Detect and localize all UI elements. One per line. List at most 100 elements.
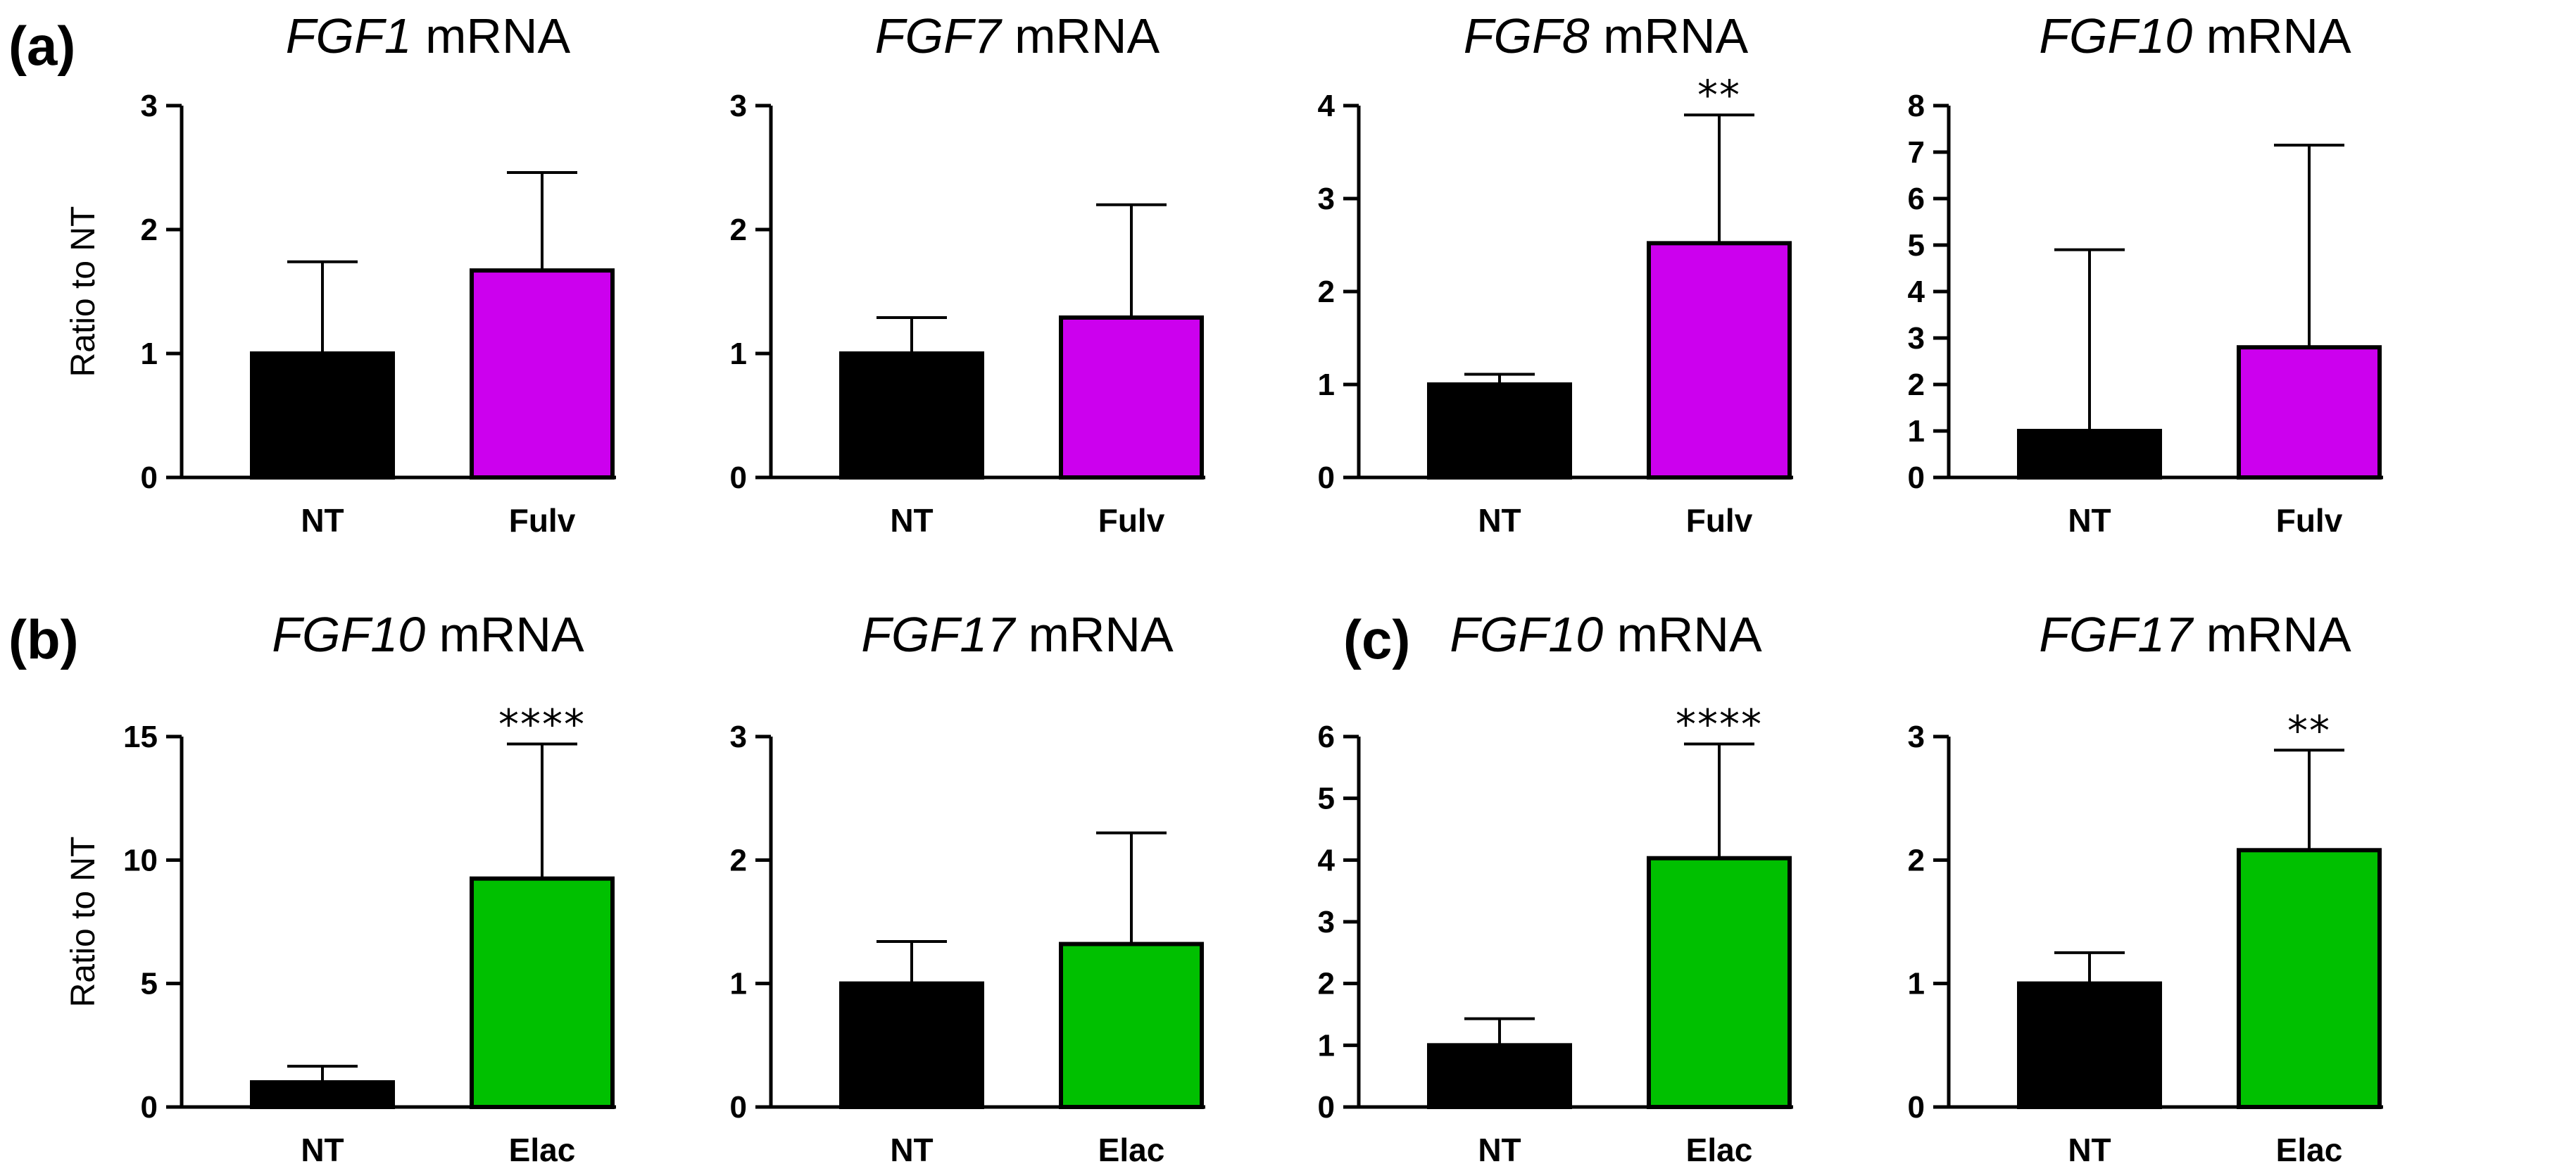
category-label: Fulv bbox=[1098, 502, 1165, 539]
y-tick-label: 6 bbox=[1318, 720, 1335, 754]
category-label: Elac bbox=[509, 1132, 576, 1168]
y-tick-label: 2 bbox=[730, 213, 747, 247]
y-tick-label: 7 bbox=[1908, 135, 1925, 170]
chart-2: FGF7 mRNA 0 1 2 3 NT Fulv bbox=[730, 8, 1205, 539]
y-tick-label: 2 bbox=[1908, 843, 1925, 877]
y-tick-label: 8 bbox=[1908, 89, 1925, 123]
y-tick-label: 3 bbox=[1908, 720, 1925, 754]
category-label: NT bbox=[301, 1132, 344, 1168]
bar-nt bbox=[2017, 429, 2162, 480]
bar-nt bbox=[839, 351, 984, 480]
y-tick-label: 4 bbox=[1908, 275, 1925, 309]
chart-7: FGF10 mRNA 0 1 2 3 4 5 6 NT Elac **** bbox=[1318, 607, 1793, 1168]
y-tick-label: 5 bbox=[1318, 782, 1335, 816]
chart-title-gene: FGF17 bbox=[2039, 607, 2194, 662]
bar-nt bbox=[250, 351, 395, 480]
y-tick-label: 2 bbox=[141, 213, 158, 247]
chart-title-gene: FGF10 bbox=[272, 607, 425, 662]
category-label: Fulv bbox=[509, 502, 576, 539]
y-tick-label: 0 bbox=[730, 461, 747, 495]
bar-elac bbox=[2237, 848, 2382, 1109]
category-label: Fulv bbox=[2276, 502, 2343, 539]
chart-4: FGF10 mRNA 0 1 2 3 4 5 6 7 8 NT Fulv bbox=[1908, 8, 2383, 539]
category-label: Elac bbox=[2276, 1132, 2343, 1168]
chart-title-suffix: mRNA bbox=[425, 607, 584, 662]
chart-title-suffix: mRNA bbox=[2192, 607, 2351, 662]
y-tick-label: 0 bbox=[1908, 461, 1925, 495]
significance-marker: **** bbox=[498, 701, 586, 749]
y-tick-label: 2 bbox=[1908, 368, 1925, 402]
y-tick-label: 1 bbox=[1908, 414, 1925, 449]
chart-title-gene: FGF10 bbox=[1450, 607, 1603, 662]
y-tick-label: 6 bbox=[1908, 182, 1925, 216]
chart-title-gene: FGF7 bbox=[875, 8, 1003, 63]
y-axis-label: Ratio to NT bbox=[65, 206, 102, 377]
bar-fulv bbox=[1647, 241, 1792, 480]
chart-title: FGF10 mRNA bbox=[2039, 8, 2351, 63]
significance-marker: ** bbox=[1697, 71, 1741, 119]
y-tick-label: 3 bbox=[730, 89, 747, 123]
y-tick-label: 0 bbox=[141, 461, 158, 495]
chart-title: FGF1 mRNA bbox=[286, 8, 571, 63]
significance-marker: ** bbox=[2287, 706, 2331, 754]
y-tick-label: 1 bbox=[1908, 967, 1925, 1001]
chart-title-suffix: mRNA bbox=[2192, 8, 2351, 63]
y-axis-label: Ratio to NT bbox=[65, 837, 102, 1008]
category-label: Elac bbox=[1098, 1132, 1165, 1168]
chart-title: FGF10 mRNA bbox=[272, 607, 584, 662]
y-tick-label: 0 bbox=[730, 1090, 747, 1125]
chart-3: FGF8 mRNA 0 1 2 3 4 NT Fulv ** bbox=[1318, 8, 1793, 539]
category-label: NT bbox=[890, 1132, 933, 1168]
panel-label-a: (a) bbox=[8, 15, 75, 77]
chart-title-gene: FGF10 bbox=[2039, 8, 2192, 63]
chart-title: FGF7 mRNA bbox=[875, 8, 1160, 63]
chart-title-suffix: mRNA bbox=[412, 8, 571, 63]
bar-nt bbox=[1427, 382, 1572, 480]
y-tick-label: 4 bbox=[1318, 89, 1336, 123]
y-tick-label: 3 bbox=[730, 720, 747, 754]
chart-5: FGF10 mRNA 0 5 10 15 Ratio to NT NT Elac **** bbox=[65, 607, 616, 1168]
y-tick-label: 5 bbox=[1908, 228, 1925, 263]
chart-title-gene: FGF8 bbox=[1464, 8, 1590, 63]
chart-title: FGF17 mRNA bbox=[2039, 607, 2351, 662]
y-tick-label: 3 bbox=[141, 89, 158, 123]
bar-nt bbox=[250, 1080, 395, 1110]
bar-elac bbox=[1647, 856, 1792, 1110]
chart-6: FGF17 mRNA 0 1 2 3 NT Elac bbox=[730, 607, 1205, 1168]
y-tick-label: 0 bbox=[1318, 461, 1335, 495]
y-tick-label: 3 bbox=[1318, 182, 1335, 216]
category-label: Fulv bbox=[1686, 502, 1753, 539]
category-label: NT bbox=[1478, 1132, 1521, 1168]
chart-title-gene: FGF1 bbox=[286, 8, 412, 63]
y-tick-label: 2 bbox=[1318, 967, 1335, 1001]
bar-fulv bbox=[470, 268, 615, 480]
bar-elac bbox=[1059, 942, 1204, 1110]
y-tick-label: 0 bbox=[1908, 1090, 1925, 1125]
bar-nt bbox=[1427, 1043, 1572, 1110]
y-tick-label: 1 bbox=[730, 967, 747, 1001]
chart-title-gene: FGF17 bbox=[861, 607, 1017, 662]
chart-8: FGF17 mRNA 0 1 2 3 NT Elac ** bbox=[1908, 607, 2383, 1168]
bar-fulv bbox=[1059, 315, 1204, 480]
chart-title: FGF17 mRNA bbox=[861, 607, 1174, 662]
bar-nt bbox=[2017, 981, 2162, 1109]
y-tick-label: 0 bbox=[1318, 1090, 1335, 1125]
panel-label-c: (c) bbox=[1343, 608, 1410, 670]
y-tick-label: 1 bbox=[1318, 1028, 1335, 1063]
chart-title-suffix: mRNA bbox=[1014, 607, 1174, 662]
chart-title-suffix: mRNA bbox=[1001, 8, 1160, 63]
panel-label-b: (b) bbox=[8, 608, 79, 670]
bar-elac bbox=[470, 876, 615, 1109]
y-tick-label: 10 bbox=[123, 843, 158, 877]
category-label: NT bbox=[301, 502, 344, 539]
chart-title: FGF8 mRNA bbox=[1464, 8, 1749, 63]
y-tick-label: 1 bbox=[141, 337, 158, 371]
y-tick-label: 1 bbox=[730, 337, 747, 371]
category-label: NT bbox=[2068, 502, 2111, 539]
chart-title: FGF10 mRNA bbox=[1450, 607, 1762, 662]
y-tick-label: 3 bbox=[1318, 905, 1335, 939]
charts-layer: FGF1 mRNA 0 1 2 3 Ratio to NT NT Fulv FGF7 mRNA 0… bbox=[65, 8, 2383, 1168]
category-label: NT bbox=[2068, 1132, 2111, 1168]
chart-1: FGF1 mRNA 0 1 2 3 Ratio to NT NT Fulv bbox=[65, 8, 616, 539]
y-tick-label: 2 bbox=[1318, 275, 1335, 309]
